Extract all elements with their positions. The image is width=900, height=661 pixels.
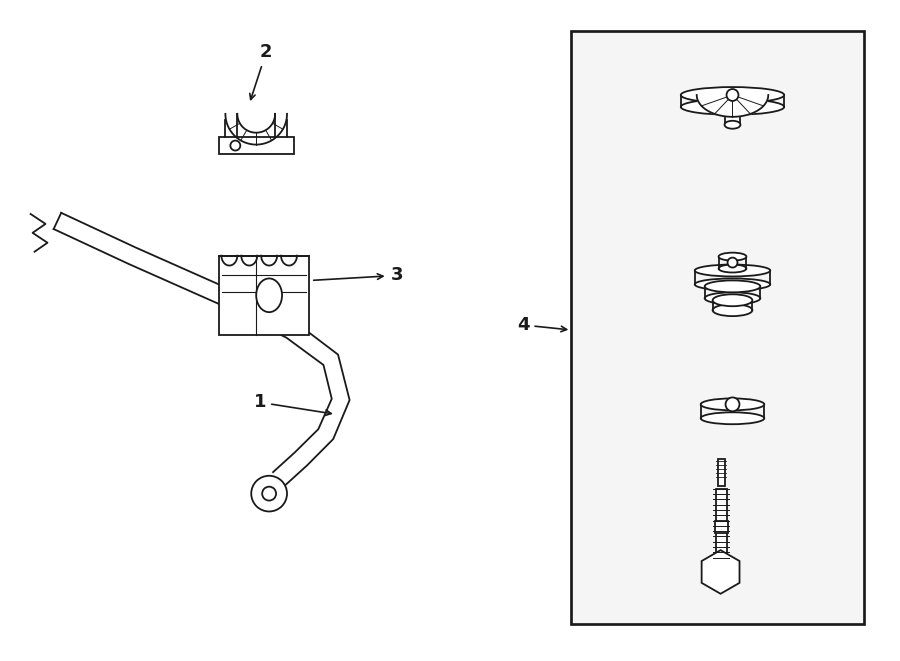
Bar — [220, 256, 309, 335]
Ellipse shape — [680, 99, 784, 115]
Bar — [572, 30, 864, 623]
Polygon shape — [702, 550, 740, 594]
Bar — [724, 107, 741, 125]
Ellipse shape — [680, 87, 784, 103]
Bar — [220, 137, 294, 155]
Text: 2: 2 — [250, 44, 273, 100]
Circle shape — [727, 258, 737, 268]
Circle shape — [725, 397, 740, 411]
Polygon shape — [54, 213, 349, 485]
Text: 1: 1 — [254, 393, 331, 416]
Bar — [716, 488, 726, 563]
Ellipse shape — [701, 412, 764, 424]
Ellipse shape — [718, 253, 746, 260]
Bar — [715, 522, 727, 533]
Ellipse shape — [695, 278, 770, 290]
Ellipse shape — [695, 264, 770, 276]
Ellipse shape — [701, 399, 764, 410]
Ellipse shape — [718, 264, 746, 272]
Text: 3: 3 — [313, 266, 403, 284]
Circle shape — [262, 486, 276, 500]
Circle shape — [251, 476, 287, 512]
Circle shape — [230, 141, 240, 151]
Ellipse shape — [713, 304, 752, 316]
Text: 4: 4 — [517, 316, 567, 334]
Ellipse shape — [724, 121, 741, 129]
Polygon shape — [225, 114, 287, 145]
Ellipse shape — [705, 280, 760, 292]
Ellipse shape — [713, 294, 752, 306]
Polygon shape — [697, 95, 769, 117]
Ellipse shape — [256, 278, 282, 312]
Bar — [717, 459, 725, 486]
Ellipse shape — [705, 292, 760, 304]
Circle shape — [726, 89, 739, 101]
Bar — [716, 488, 726, 563]
